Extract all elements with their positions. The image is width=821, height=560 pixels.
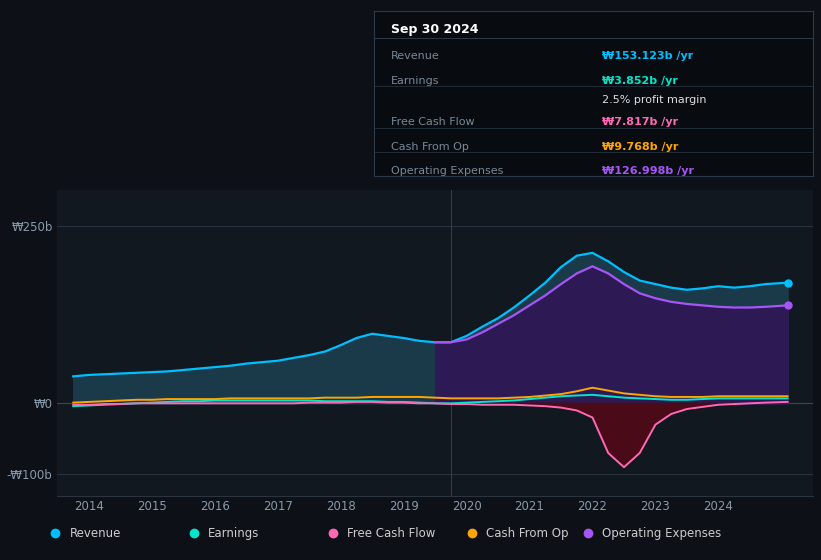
Text: Revenue: Revenue (391, 51, 440, 61)
Text: ₩7.817b /yr: ₩7.817b /yr (602, 117, 678, 127)
Text: ₩3.852b /yr: ₩3.852b /yr (602, 77, 678, 86)
Text: Sep 30 2024: Sep 30 2024 (391, 23, 479, 36)
Text: Cash From Op: Cash From Op (486, 527, 569, 540)
Text: ₩126.998b /yr: ₩126.998b /yr (602, 166, 694, 176)
Text: Cash From Op: Cash From Op (391, 142, 469, 152)
Text: Operating Expenses: Operating Expenses (602, 527, 721, 540)
Text: ₩9.768b /yr: ₩9.768b /yr (602, 142, 678, 152)
Text: Earnings: Earnings (391, 77, 439, 86)
Text: Free Cash Flow: Free Cash Flow (391, 117, 475, 127)
Text: Earnings: Earnings (209, 527, 259, 540)
Text: 2.5% profit margin: 2.5% profit margin (602, 95, 706, 105)
Text: Operating Expenses: Operating Expenses (391, 166, 503, 176)
Text: Free Cash Flow: Free Cash Flow (347, 527, 436, 540)
Text: Revenue: Revenue (70, 527, 121, 540)
Text: ₩153.123b /yr: ₩153.123b /yr (602, 51, 693, 61)
